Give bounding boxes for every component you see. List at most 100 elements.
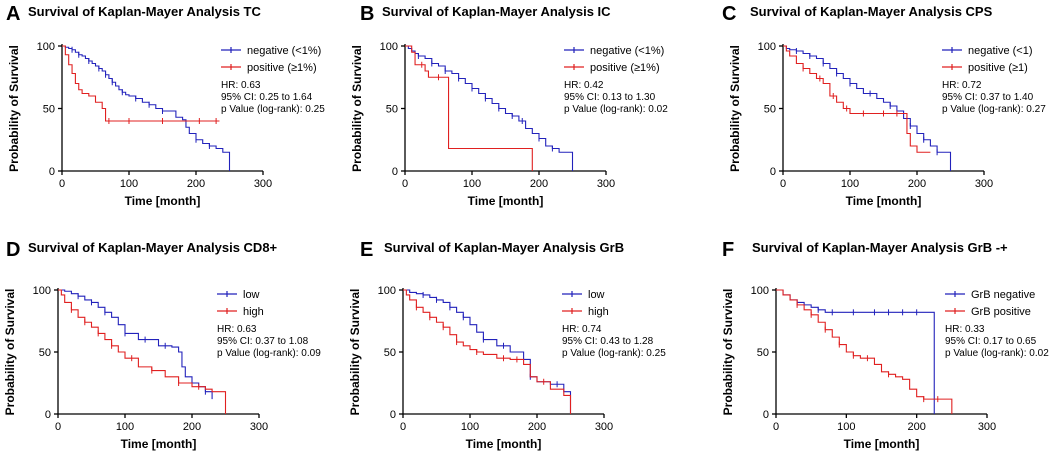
- stats-text: p Value (log-rank): 0.27: [942, 104, 1046, 115]
- x-axis-label: Time [month]: [844, 437, 920, 451]
- series-line-1: [403, 289, 572, 414]
- stats-text: 95% CI: 0.25 to 1.64: [221, 92, 313, 103]
- series-line-1: [62, 45, 220, 122]
- panel-letter: C: [722, 3, 736, 25]
- series-line-0: [776, 289, 935, 414]
- stats-text: 95% CI: 0.37 to 1.08: [217, 336, 309, 347]
- stats-text: HR: 0.42: [564, 80, 604, 91]
- x-tick-label: 0: [55, 421, 61, 433]
- chart-title: Survival of Kaplan-Mayer Analysis GrB -+: [752, 240, 1008, 255]
- y-tick-label: 100: [37, 41, 55, 53]
- panel-f: F Survival of Kaplan-Mayer Analysis GrB -…: [721, 239, 1049, 451]
- y-tick-label: 50: [386, 104, 398, 116]
- y-axis-label: Probability of Survival: [721, 289, 735, 416]
- stats-text: HR: 0.74: [562, 324, 602, 335]
- y-axis-label: Probability of Survival: [350, 45, 364, 172]
- series-line-0: [405, 45, 574, 171]
- y-axis-label: Probability of Survival: [348, 289, 362, 416]
- panel-letter: F: [722, 239, 734, 261]
- x-tick-label: 100: [463, 178, 481, 190]
- x-tick-label: 300: [597, 178, 615, 190]
- panel-b: B Survival of Kaplan-Mayer Analysis IC 0 50…: [350, 3, 668, 208]
- x-tick-label: 0: [780, 178, 786, 190]
- stats-text: 95% CI: 0.43 to 1.28: [562, 336, 654, 347]
- stats-text: p Value (log-rank): 0.25: [562, 348, 666, 359]
- x-tick-label: 0: [400, 421, 406, 433]
- y-tick-label: 0: [45, 409, 51, 421]
- x-axis-label: Time [month]: [125, 194, 201, 208]
- y-tick-label: 0: [770, 166, 776, 178]
- legend-label: GrB positive: [971, 306, 1031, 318]
- x-tick-label: 100: [120, 178, 138, 190]
- y-tick-label: 50: [39, 347, 51, 359]
- series-line-0: [783, 45, 952, 171]
- x-tick-label: 100: [841, 178, 859, 190]
- panel-letter: B: [360, 3, 374, 25]
- panel-letter: E: [360, 239, 373, 261]
- panel-d: D Survival of Kaplan-Mayer Analysis CD8+ 0…: [3, 239, 321, 451]
- chart-title: Survival of Kaplan-Mayer Analysis GrB: [384, 240, 624, 255]
- stats-text: HR: 0.63: [217, 324, 257, 335]
- chart-title: Survival of Kaplan-Mayer Analysis IC: [382, 4, 611, 19]
- x-tick-label: 0: [773, 421, 779, 433]
- x-tick-label: 300: [254, 178, 272, 190]
- legend-label: positive (≥1%): [590, 62, 660, 74]
- y-tick-label: 50: [43, 104, 55, 116]
- stats-text: p Value (log-rank): 0.02: [945, 348, 1049, 359]
- legend-label: high: [243, 306, 264, 318]
- x-tick-label: 200: [908, 178, 926, 190]
- stats-text: p Value (log-rank): 0.02: [564, 104, 668, 115]
- stats-text: 95% CI: 0.13 to 1.30: [564, 92, 656, 103]
- series-line-1: [58, 289, 227, 414]
- y-tick-label: 0: [763, 409, 769, 421]
- x-tick-label: 300: [595, 421, 613, 433]
- y-tick-label: 100: [751, 285, 769, 297]
- x-tick-label: 100: [116, 421, 134, 433]
- y-tick-label: 50: [384, 347, 396, 359]
- stats-text: HR: 0.63: [221, 80, 261, 91]
- y-tick-label: 100: [758, 41, 776, 53]
- y-tick-label: 50: [757, 347, 769, 359]
- legend-label: positive (≥1): [968, 62, 1028, 74]
- legend-label: GrB negative: [971, 289, 1035, 301]
- legend-label: low: [588, 289, 605, 301]
- stats-text: p Value (log-rank): 0.25: [221, 104, 325, 115]
- x-tick-label: 200: [528, 421, 546, 433]
- series-line-0: [403, 289, 572, 414]
- x-axis-label: Time [month]: [121, 437, 197, 451]
- series-line-1: [783, 45, 931, 153]
- x-axis-label: Time [month]: [468, 194, 544, 208]
- legend-label: high: [588, 306, 609, 318]
- legend-label: negative (<1%): [247, 45, 321, 57]
- x-tick-label: 300: [975, 178, 993, 190]
- y-tick-label: 0: [49, 166, 55, 178]
- x-tick-label: 100: [837, 421, 855, 433]
- stats-text: 95% CI: 0.17 to 0.65: [945, 336, 1037, 347]
- chart-title: Survival of Kaplan-Mayer Analysis CD8+: [28, 240, 278, 255]
- x-tick-label: 300: [250, 421, 268, 433]
- y-tick-label: 0: [392, 166, 398, 178]
- panel-a: A Survival of Kaplan-Mayer Analysis TC 0 50…: [6, 3, 325, 208]
- panel-letter: A: [6, 3, 20, 25]
- legend-label: low: [243, 289, 260, 301]
- stats-text: p Value (log-rank): 0.09: [217, 348, 321, 359]
- x-axis-label: Time [month]: [846, 194, 922, 208]
- stats-text: HR: 0.33: [945, 324, 985, 335]
- series-line-1: [405, 45, 533, 171]
- stats-text: 95% CI: 0.37 to 1.40: [942, 92, 1034, 103]
- stats-text: HR: 0.72: [942, 80, 982, 91]
- y-axis-label: Probability of Survival: [7, 45, 21, 172]
- panel-e: E Survival of Kaplan-Mayer Analysis GrB 0 5…: [348, 239, 666, 451]
- series-line-0: [62, 45, 231, 171]
- x-tick-label: 0: [59, 178, 65, 190]
- y-axis-label: Probability of Survival: [728, 45, 742, 172]
- x-tick-label: 200: [187, 178, 205, 190]
- y-tick-label: 50: [764, 104, 776, 116]
- x-tick-label: 200: [530, 178, 548, 190]
- y-tick-label: 100: [33, 285, 51, 297]
- x-tick-label: 0: [402, 178, 408, 190]
- panel-c: C Survival of Kaplan-Mayer Analysis CPS 0 5…: [722, 3, 1046, 208]
- legend-label: positive (≥1%): [247, 62, 317, 74]
- y-tick-label: 100: [378, 285, 396, 297]
